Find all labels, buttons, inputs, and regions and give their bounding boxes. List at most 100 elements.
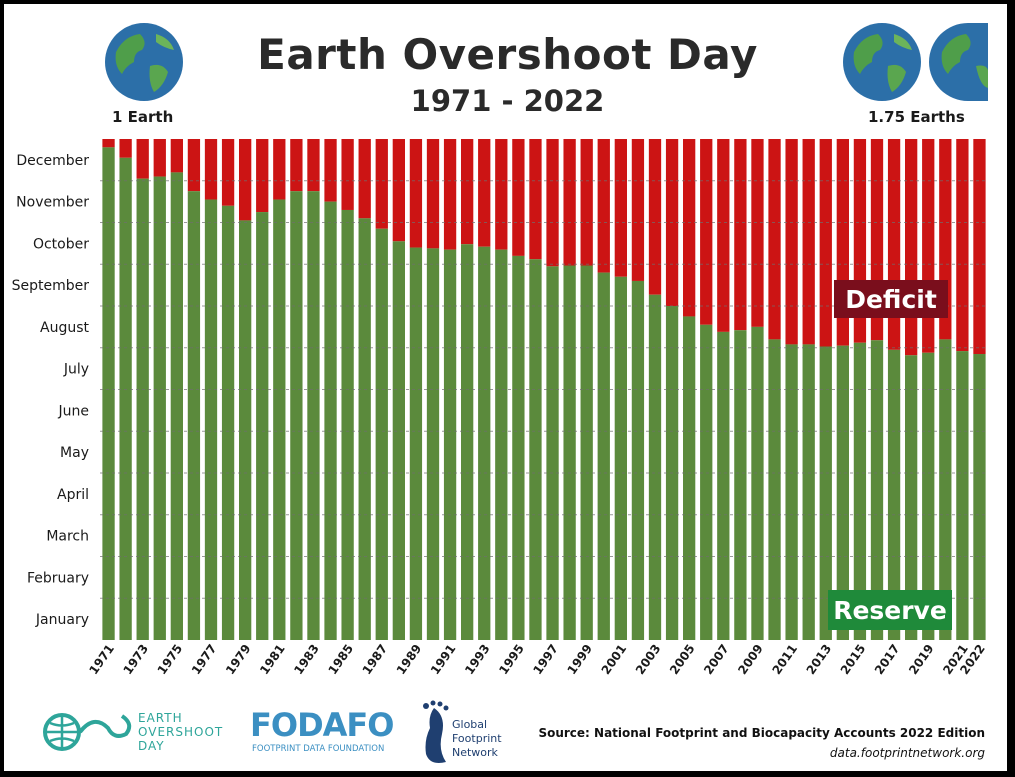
reserve-bar	[529, 259, 542, 640]
x-tick-label: 1999	[565, 642, 596, 677]
reserve-bar	[239, 220, 252, 640]
x-tick-label: 2017	[872, 642, 903, 677]
deficit-bar	[221, 139, 235, 206]
deficit-bar	[102, 139, 115, 148]
deficit-bar	[290, 139, 303, 192]
deficit-bar	[495, 139, 508, 250]
reserve-bar	[307, 191, 320, 640]
deficit-bar	[341, 139, 354, 210]
reserve-bar	[614, 276, 627, 640]
reserve-bar	[221, 205, 235, 641]
x-tick-label: 2007	[701, 642, 732, 677]
x-tick-label: 1975	[155, 642, 186, 677]
deficit-bar	[461, 139, 474, 245]
x-tick-label: 2009	[735, 642, 766, 677]
deficit-bar	[273, 139, 286, 200]
reserve-bar	[102, 147, 115, 640]
x-tick-label: 2015	[838, 642, 869, 677]
x-tick-label: 2019	[906, 642, 937, 677]
deficit-bar	[631, 139, 645, 281]
source-url: data.footprintnetwork.org	[829, 746, 985, 760]
deficit-bar	[973, 139, 986, 355]
deficit-bar	[153, 139, 166, 177]
deficit-bar	[683, 139, 696, 317]
x-tick-label: 1983	[291, 642, 322, 677]
deficit-bar	[443, 139, 457, 250]
reserve-bar	[358, 218, 371, 640]
chart-subtitle: 1971 - 2022	[410, 84, 605, 118]
deficit-bar	[785, 139, 798, 345]
reserve-bar	[341, 209, 354, 640]
reserve-bar	[170, 172, 183, 640]
y-tick-label: July	[63, 362, 89, 378]
deficit-bar	[700, 139, 713, 325]
earths-needed-label: 1.75 Earths	[868, 108, 965, 126]
y-tick-label: April	[57, 487, 89, 503]
deficit-bar	[409, 139, 423, 248]
x-tick-label: 1971	[86, 642, 117, 677]
reserve-bar	[119, 157, 132, 640]
fodafo-logo-subtitle: FOOTPRINT DATA FOUNDATION	[252, 744, 385, 754]
deficit-bar	[648, 139, 662, 295]
deficit-bar	[239, 139, 252, 221]
y-tick-label: November	[16, 195, 89, 211]
reserve-bar	[905, 355, 918, 640]
x-tick-label: 1973	[121, 642, 152, 677]
reserve-bar	[802, 344, 815, 640]
reserve-bar	[153, 176, 166, 640]
x-tick-label: 1993	[462, 642, 493, 677]
overshoot-day-logo-text: EARTH OVERSHOOT DAY	[138, 711, 224, 753]
x-tick-label: 1987	[360, 642, 391, 677]
x-tick-label: 2011	[769, 642, 800, 677]
reserve-bar	[768, 339, 781, 640]
deficit-annotation-box	[834, 280, 948, 318]
deficit-bar	[734, 139, 747, 331]
y-tick-label: June	[58, 403, 90, 419]
reserve-bar	[836, 345, 849, 640]
partial-globe-icon	[929, 23, 988, 101]
deficit-bar	[956, 139, 969, 352]
reserve-bar	[256, 212, 269, 640]
overshoot-day-logo-icon	[43, 713, 132, 751]
y-tick-label: September	[12, 278, 90, 294]
deficit-bar	[170, 139, 183, 173]
y-tick-label: February	[27, 570, 89, 586]
globe-icon	[105, 23, 183, 101]
y-tick-label: January	[35, 612, 89, 628]
reserve-bar	[717, 331, 730, 640]
reserve-bar	[580, 265, 593, 640]
x-tick-label: 1981	[257, 642, 288, 677]
deficit-bar	[597, 139, 610, 273]
source-note: Source: National Footprint and Biocapaci…	[538, 726, 985, 740]
reserve-bar	[512, 255, 525, 640]
reserve-bar	[734, 330, 747, 640]
reserve-bar	[785, 344, 798, 640]
y-tick-label: May	[60, 445, 89, 461]
x-tick-label: 2013	[804, 642, 835, 677]
gfn-logo-text: Global Footprint Network	[452, 718, 502, 759]
overshoot-bar-chart: January February March April May June July Augu…	[12, 139, 988, 677]
reserve-bar	[495, 249, 508, 640]
deficit-bar	[922, 139, 935, 353]
reserve-bar	[409, 247, 423, 641]
deficit-bar	[512, 139, 525, 256]
reserve-bar	[392, 241, 405, 640]
reserve-bar	[324, 201, 337, 640]
reserve-bar	[443, 249, 457, 640]
deficit-bar	[392, 139, 405, 242]
deficit-bar	[256, 139, 269, 213]
x-tick-label: 1977	[189, 642, 220, 677]
reserve-bar	[546, 266, 559, 640]
deficit-bar	[119, 139, 132, 158]
reserve-bar	[683, 316, 696, 640]
deficit-bar	[802, 139, 815, 345]
reserve-bar	[853, 342, 867, 640]
reserve-bar	[939, 339, 952, 640]
reserve-bar	[819, 346, 832, 640]
deficit-bar	[768, 139, 781, 340]
reserve-bar	[956, 351, 969, 640]
reserve-bar	[426, 248, 440, 640]
reserve-bar	[751, 326, 764, 640]
x-tick-label: 1979	[223, 642, 254, 677]
y-tick-label: March	[46, 529, 89, 545]
